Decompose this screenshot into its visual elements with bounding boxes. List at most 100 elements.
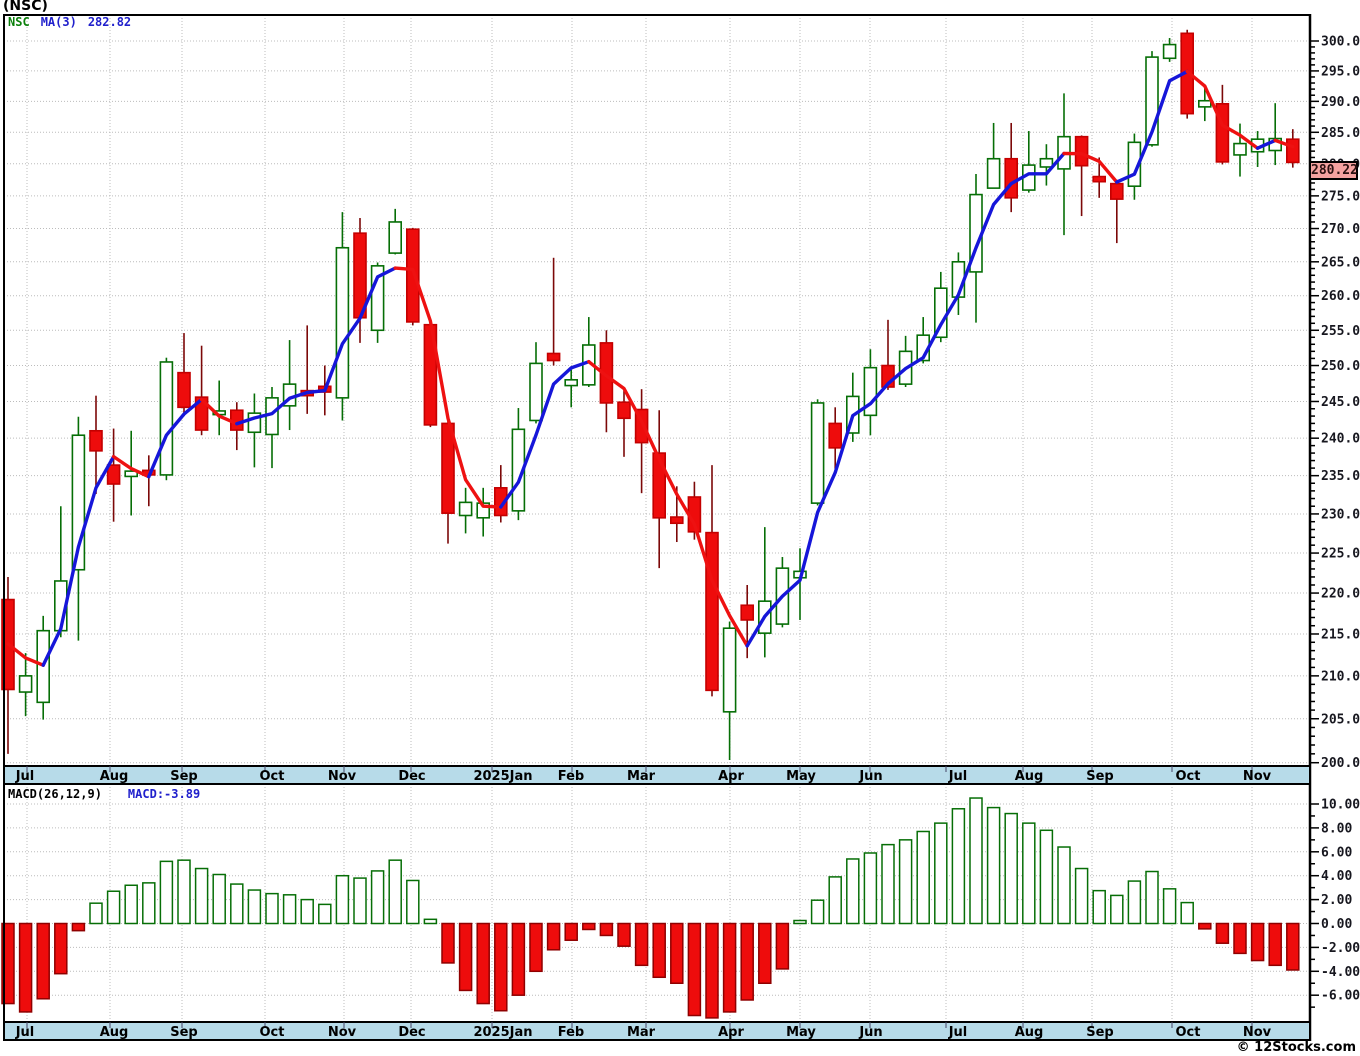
candle	[1286, 129, 1300, 168]
ma-segment	[499, 360, 591, 509]
macd-bar	[300, 898, 314, 925]
candle	[1233, 123, 1247, 177]
price-axis-label: 265.00	[1321, 255, 1360, 270]
candle	[1039, 144, 1054, 186]
candle	[986, 122, 1001, 189]
macd-axis-label: 4.00	[1321, 869, 1352, 884]
price-axis-label: 225.00	[1321, 547, 1360, 562]
month-label: Nov	[328, 769, 357, 784]
ma-segment	[235, 266, 397, 426]
macd-axis-label: -2.00	[1321, 941, 1360, 956]
price-axis-label: 275.00	[1321, 189, 1360, 204]
macd-bar	[282, 894, 297, 925]
month-label: Oct	[260, 1025, 285, 1040]
month-label: Oct	[1176, 769, 1201, 784]
macd-bar	[740, 922, 754, 1001]
price-axis-label: 270.00	[1321, 222, 1360, 237]
macd-bar	[36, 922, 50, 1000]
macd-bar	[969, 797, 983, 925]
macd-bar	[1250, 922, 1265, 962]
candle	[458, 487, 473, 534]
macd-bar	[599, 922, 614, 937]
candle	[177, 333, 191, 417]
candle	[722, 621, 737, 761]
legend-ma-label: MA(3)	[40, 15, 77, 29]
macd-bar	[353, 877, 367, 925]
month-label: Jul	[948, 1025, 968, 1040]
candle	[300, 325, 315, 414]
candle	[1021, 131, 1036, 193]
candle	[1092, 157, 1106, 198]
macd-bar	[476, 922, 490, 1005]
macd-bar	[124, 884, 138, 925]
candle	[476, 487, 491, 537]
candle	[757, 527, 772, 658]
macd-bar	[775, 922, 790, 970]
macd-bar	[881, 843, 895, 925]
macd-bar	[370, 870, 385, 925]
macd-legend-value: MACD:-3.89	[127, 787, 201, 801]
month-label: Jul	[948, 769, 968, 784]
month-label: Nov	[1243, 769, 1272, 784]
candle	[1004, 122, 1019, 213]
candle	[106, 428, 121, 522]
candle	[1110, 179, 1124, 244]
macd-bar	[722, 922, 737, 1013]
month-label: Sep	[170, 769, 198, 784]
macd-bar	[441, 922, 455, 964]
macd-bar	[846, 858, 860, 925]
macd-bar	[564, 922, 578, 941]
macd-bar	[1039, 829, 1054, 925]
macd-bar	[1110, 894, 1124, 925]
month-bar-bottom: Jul Aug Sep Oct Nov Dec 2025Jan Feb Mar Apr May Jun…	[3, 1021, 1311, 1041]
macd-axis: -6.00 -4.00 -2.00 0.00 2.00 4.00 6.00 8.00 10.00	[1310, 798, 1360, 1008]
candle	[828, 407, 843, 469]
month-label: Feb	[558, 769, 584, 784]
candle	[124, 430, 138, 516]
month-bar-top: Jul Aug Sep Oct Nov Dec 2025Jan Feb Mar Apr May Jun…	[3, 765, 1311, 785]
macd-bar	[1162, 888, 1177, 925]
macd-bar	[1233, 922, 1247, 955]
candle	[564, 369, 579, 408]
macd-bar	[1215, 922, 1230, 944]
macd-bar	[142, 882, 156, 925]
month-label: Mar	[627, 769, 656, 784]
price-axis-label: 245.00	[1321, 395, 1360, 410]
moving-average-line	[6, 69, 1295, 667]
candle	[1074, 135, 1089, 217]
macd-bar	[511, 922, 526, 996]
legend-symbol: NSC	[8, 15, 30, 29]
macd-bar	[494, 922, 508, 1012]
month-label: Oct	[1176, 1025, 1201, 1040]
month-label: Jul	[15, 769, 35, 784]
month-label: Aug	[100, 769, 129, 784]
month-label: Sep	[170, 1025, 198, 1040]
macd-bar	[617, 922, 631, 947]
month-label: Sep	[1086, 769, 1114, 784]
price-axis-label: 215.00	[1321, 627, 1360, 642]
macd-axis-label: -6.00	[1321, 989, 1360, 1004]
price-axis-label: 230.00	[1321, 507, 1360, 522]
candle	[933, 271, 948, 343]
candle	[511, 408, 526, 521]
candle	[230, 402, 244, 451]
candle	[388, 208, 403, 255]
month-label: 2025Jan	[473, 769, 532, 784]
candle	[581, 317, 596, 388]
candle	[53, 506, 68, 638]
month-label: Aug	[100, 1025, 129, 1040]
macd-bar	[582, 922, 596, 931]
ma-segment	[199, 397, 239, 426]
ma-segment	[1185, 69, 1260, 150]
macd-bar	[652, 922, 666, 979]
candle	[36, 615, 51, 720]
candle	[18, 653, 33, 717]
macd-bar	[159, 860, 174, 925]
month-label: May	[786, 769, 816, 784]
macd-bar	[335, 874, 350, 925]
macd-bar	[406, 879, 420, 925]
macd-bar	[898, 839, 913, 925]
candle	[335, 212, 350, 421]
macd-bar	[177, 859, 191, 925]
month-label: 2025Jan	[473, 1025, 532, 1040]
